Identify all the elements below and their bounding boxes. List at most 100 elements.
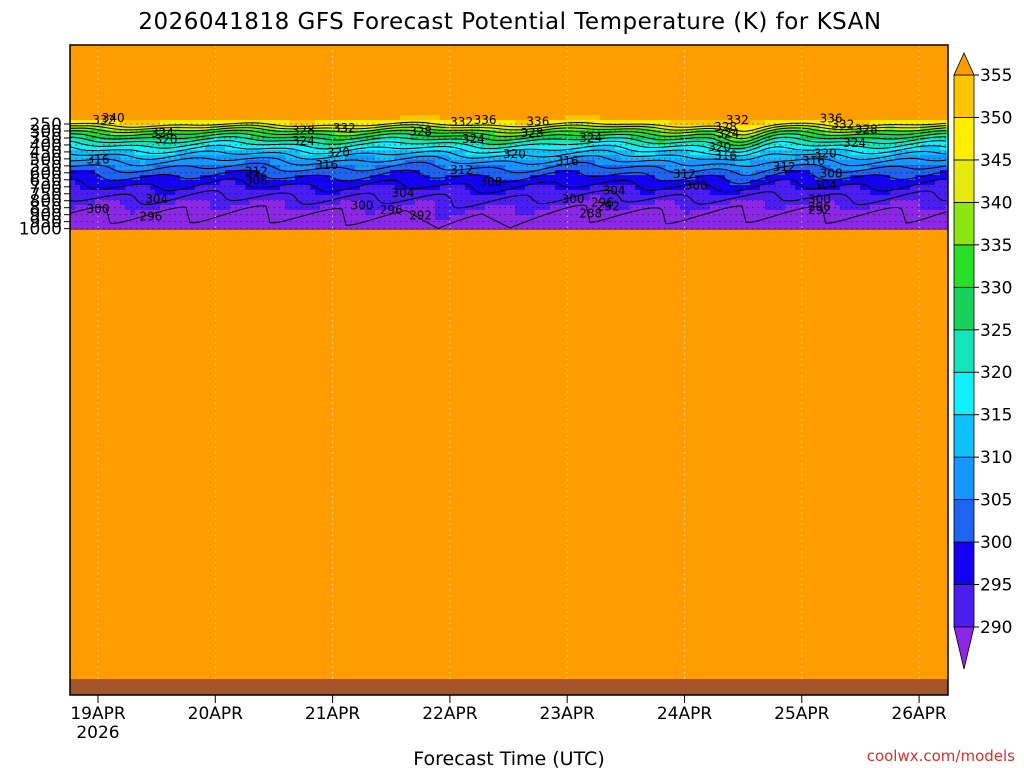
contour-label: 328	[521, 126, 544, 140]
contour-label: 332	[831, 117, 854, 131]
colorbar-tick-label: 300	[980, 533, 1012, 553]
colorbar-bin	[953, 286, 975, 331]
y-tick-label: 900	[30, 206, 62, 226]
y-tick-label: 950	[30, 213, 62, 233]
y-tick-label: 650	[30, 171, 62, 191]
contour-label: 328	[714, 120, 737, 134]
y-tick-label: 750	[30, 185, 62, 205]
contour-label: 296	[139, 209, 162, 223]
y-tick-label: 550	[30, 157, 62, 177]
y-tick-label: 850	[30, 199, 62, 219]
contour-label: 312	[773, 160, 796, 174]
x-tick-label: 26APR	[891, 704, 947, 724]
plot-area	[70, 45, 948, 695]
x-axis-title: Forecast Time (UTC)	[413, 748, 604, 768]
x-tick-label: 20APR	[188, 704, 244, 724]
contour-label: 300	[87, 202, 110, 216]
y-tick-label: 300	[30, 122, 62, 142]
contour-label: 312	[673, 167, 696, 181]
contour-label: 328	[409, 125, 432, 139]
contour-label: 296	[380, 203, 403, 217]
isentrope-contours	[70, 121, 947, 230]
colorbar-bin	[953, 584, 975, 628]
colorbar-max-arrow	[953, 52, 975, 76]
colorbar-tick-label: 315	[980, 406, 1012, 426]
colorbar-tick-label: 295	[980, 576, 1012, 596]
y-tick-label: 700	[30, 178, 62, 198]
x-tick-label: 22APR	[422, 704, 478, 724]
contour-label: 296	[591, 195, 614, 209]
contour-label: 316	[315, 158, 338, 172]
colorbar-tick-label: 305	[980, 491, 1012, 511]
contour-label: 324	[716, 126, 739, 140]
x-tick-label: 21APR	[305, 704, 361, 724]
colorbar-tick-label: 325	[980, 321, 1012, 341]
contour-label: 320	[503, 147, 526, 161]
contour-label: 304	[603, 184, 626, 198]
contour-label: 320	[155, 133, 178, 147]
colorbar: 290 295 300 305 310 315 320 325 330 335 340 345 350 3…	[953, 52, 1012, 670]
colorbar-bin	[953, 201, 975, 246]
y-tick-label: 350	[30, 129, 62, 149]
colorbar-bin	[953, 541, 975, 585]
y-tick-label: 600	[30, 164, 62, 184]
colorbar-tick-label: 330	[980, 278, 1012, 298]
contour-label: 332	[450, 115, 473, 129]
colorbar-bin	[953, 159, 975, 203]
contour-label: 340	[102, 111, 125, 125]
colorbar-tick-label: 310	[980, 448, 1012, 468]
contour-label: 320	[708, 140, 731, 154]
colorbar-bin	[953, 371, 975, 416]
contour-label: 300	[808, 192, 831, 206]
colorbar-tick-label: 345	[980, 151, 1012, 171]
contour-label: 316	[87, 153, 110, 167]
credit-link[interactable]: coolwx.com/models	[867, 747, 1015, 765]
y-tick-label: 450	[30, 143, 62, 163]
contour-label: 296	[808, 199, 831, 213]
plot-frame	[69, 44, 949, 696]
y-tick-label: 800	[30, 192, 62, 212]
chart-title: 2026041818 GFS Forecast Potential Temper…	[138, 9, 881, 35]
colorbar-bin	[953, 244, 975, 288]
y-tick-label: 250	[30, 115, 62, 135]
grid-lines	[70, 45, 948, 679]
contour-label: 316	[802, 154, 825, 168]
contour-label: 300	[562, 192, 585, 206]
contour-label: 324	[462, 132, 485, 146]
contour-label: 324	[151, 126, 174, 140]
contour-label: 288	[579, 206, 602, 220]
contour-label: 312	[245, 164, 268, 178]
contour-label: 308	[245, 173, 268, 187]
x-tick-label: 23APR	[540, 704, 596, 724]
contour-label: 300	[350, 199, 373, 213]
colorbar-tick-label: 340	[980, 193, 1012, 213]
contour-label: 316	[714, 148, 737, 162]
contour-label: 336	[820, 112, 843, 126]
contour-label: 328	[292, 123, 315, 137]
contour-label: 320	[327, 146, 350, 160]
colorbar-bin	[953, 456, 975, 501]
y-tick-label: 500	[30, 150, 62, 170]
colorbar-tick-label: 350	[980, 108, 1012, 128]
contour-label: 292	[808, 203, 831, 217]
colorbar-bin	[953, 499, 975, 543]
contour-label: 304	[392, 186, 415, 200]
contour-label: 308	[820, 166, 843, 180]
contour-label: 312	[450, 163, 473, 177]
contour-label: 336	[474, 113, 497, 127]
contour-label: 304	[814, 178, 837, 192]
contour-label: 308	[480, 175, 503, 189]
y-tick-label: 400	[30, 136, 62, 156]
x-tick-label: 24APR	[657, 704, 713, 724]
colorbar-bin	[953, 74, 975, 118]
colorbar-bin	[953, 414, 975, 458]
colorbar-tick-label: 320	[980, 363, 1012, 383]
colorbar-tick-label: 335	[980, 236, 1012, 256]
contour-label: 292	[409, 208, 432, 222]
contour-label: 308	[685, 178, 708, 192]
y-axis: 2503003504004505005506006507007508008509…	[19, 115, 70, 240]
y-tick-label: 1000	[19, 220, 62, 240]
contour-label: 316	[556, 154, 579, 168]
contour-label: 336	[526, 114, 549, 128]
